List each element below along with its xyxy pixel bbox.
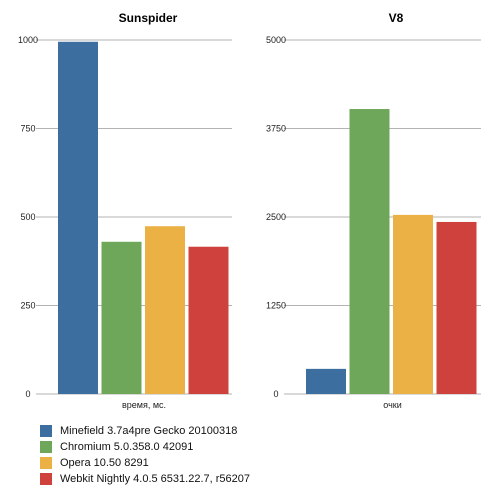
v8-bar-minefield xyxy=(306,368,346,394)
sunspider-bar-opera xyxy=(145,226,185,394)
legend-swatch-opera xyxy=(40,457,52,469)
legend-swatch-minefield xyxy=(40,425,52,437)
v8-bar-webkit xyxy=(436,221,477,394)
sunspider-bar-minefield xyxy=(58,41,98,395)
sunspider-y-tick-1000: 1000 xyxy=(18,35,38,45)
sunspider-bar-chromium xyxy=(101,241,142,394)
v8-x-axis-label: очки xyxy=(383,400,401,410)
v8-chart-title: V8 xyxy=(389,11,404,25)
v8-y-tick-1250: 1250 xyxy=(266,301,286,311)
sunspider-x-axis-label: время, мс. xyxy=(122,400,166,410)
v8-y-tick-3750: 3750 xyxy=(266,124,286,134)
sunspider-y-tick-750: 750 xyxy=(20,124,35,134)
chart-canvas: Sunspider 0 250 500 750 1000 время, мс. V8 0 1250… xyxy=(18,11,481,410)
sunspider-y-tick-0: 0 xyxy=(25,389,30,399)
v8-bar-opera xyxy=(393,214,433,394)
legend-swatch-webkit xyxy=(40,473,52,485)
legend-label-webkit: Webkit Nightly 4.0.5 6531.22.7, r56207 xyxy=(60,473,250,485)
sunspider-chart-title: Sunspider xyxy=(119,11,178,25)
legend-swatch-chromium xyxy=(40,441,52,453)
legend-label-chromium: Chromium 5.0.358.0 42091 xyxy=(60,441,194,453)
v8-bar-chromium xyxy=(349,109,390,394)
v8-y-tick-0: 0 xyxy=(273,389,278,399)
legend-item-minefield: Minefield 3.7a4pre Gecko 20100318 xyxy=(40,423,250,439)
sunspider-y-tick-500: 500 xyxy=(20,212,35,222)
v8-y-tick-2500: 2500 xyxy=(266,212,286,222)
sunspider-y-tick-250: 250 xyxy=(20,301,35,311)
legend-item-webkit: Webkit Nightly 4.0.5 6531.22.7, r56207 xyxy=(40,471,250,487)
v8-y-tick-5000: 5000 xyxy=(266,35,286,45)
legend-label-opera: Opera 10.50 8291 xyxy=(60,457,149,469)
legend-label-minefield: Minefield 3.7a4pre Gecko 20100318 xyxy=(60,425,238,437)
legend-item-chromium: Chromium 5.0.358.0 42091 xyxy=(40,439,250,455)
sunspider-bar-webkit xyxy=(188,246,229,394)
legend: Minefield 3.7a4pre Gecko 20100318 Chromi… xyxy=(40,423,250,487)
legend-item-opera: Opera 10.50 8291 xyxy=(40,455,250,471)
